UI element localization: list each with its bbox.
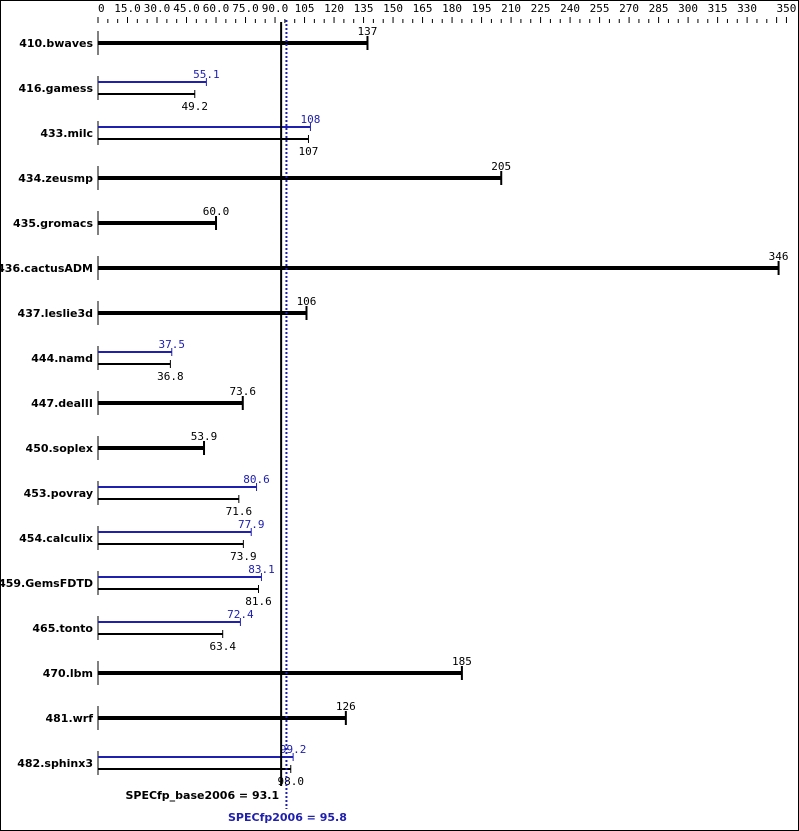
bar-base: [98, 176, 502, 180]
category-label: 410.bwaves: [19, 37, 93, 50]
bar-base: [98, 543, 244, 545]
value-label: 108: [300, 113, 320, 126]
category-label: 470.lbm: [43, 667, 93, 680]
tick-label: 75.0: [232, 2, 259, 15]
tick-label: 255: [590, 2, 610, 15]
tick-label: 240: [560, 2, 580, 15]
tick-label: 105: [295, 2, 315, 15]
value-label: 71.6: [226, 505, 253, 518]
bar-base: [98, 633, 223, 635]
category-label: 433.milc: [40, 127, 93, 140]
value-label: 80.6: [243, 473, 270, 486]
value-label: 63.4: [209, 640, 236, 653]
tick-label: 0: [98, 2, 105, 15]
value-label: 99.2: [280, 743, 307, 756]
category-label: 459.GemsFDTD: [0, 577, 93, 590]
bar-base: [98, 266, 779, 270]
bar-peak: [98, 531, 252, 533]
value-label: 346: [769, 250, 789, 263]
value-label: 137: [358, 25, 378, 38]
value-label: 83.1: [248, 563, 275, 576]
bar-base: [98, 498, 239, 500]
category-label: 435.gromacs: [13, 217, 93, 230]
bar-base: [98, 401, 243, 405]
value-label: 73.6: [230, 385, 257, 398]
bar-base: [98, 93, 195, 95]
tick-label: 90.0: [262, 2, 289, 15]
tick-label: 315: [708, 2, 728, 15]
bar-base: [98, 41, 368, 45]
bar-peak: [98, 351, 172, 353]
bar-peak: [98, 81, 207, 83]
tick-label: 195: [472, 2, 492, 15]
value-label: 106: [297, 295, 317, 308]
base-reference-label: SPECfp_base2006 = 93.1: [125, 789, 279, 802]
tick-label: 180: [442, 2, 462, 15]
value-label: 53.9: [191, 430, 218, 443]
tick-label: 330: [737, 2, 757, 15]
category-label: 454.calculix: [19, 532, 93, 545]
peak-reference-label: SPECfp2006 = 95.8: [228, 811, 347, 824]
value-label: 185: [452, 655, 472, 668]
bar-base: [98, 363, 171, 365]
value-label: 72.4: [227, 608, 254, 621]
bar-base: [98, 221, 217, 225]
category-label: 437.leslie3d: [18, 307, 93, 320]
category-label: 482.sphinx3: [17, 757, 93, 770]
value-label: 81.6: [245, 595, 272, 608]
value-label: 73.9: [230, 550, 257, 563]
value-label: 55.1: [193, 68, 220, 81]
value-label: 77.9: [238, 518, 265, 531]
value-label: 36.8: [157, 370, 184, 383]
value-label: 60.0: [203, 205, 230, 218]
bar-base: [98, 768, 291, 770]
value-label: 98.0: [278, 775, 305, 788]
tick-label: 120: [324, 2, 344, 15]
tick-label: 225: [531, 2, 551, 15]
bar-base: [98, 311, 307, 315]
category-label: 447.dealII: [31, 397, 93, 410]
category-label: 434.zeusmp: [18, 172, 93, 185]
tick-label: 350: [777, 2, 797, 15]
category-label: 465.tonto: [32, 622, 93, 635]
bar-peak: [98, 621, 241, 623]
bar-peak: [98, 126, 311, 128]
tick-label: 135: [354, 2, 374, 15]
bar-base: [98, 446, 205, 450]
bar-base: [98, 138, 309, 140]
bar-base: [98, 671, 462, 675]
tick-label: 300: [678, 2, 698, 15]
bar-peak: [98, 486, 257, 488]
tick-label: 30.0: [144, 2, 171, 15]
bar-peak: [98, 756, 294, 758]
bar-peak: [98, 576, 262, 578]
tick-label: 15.0: [114, 2, 141, 15]
tick-label: 210: [501, 2, 521, 15]
tick-label: 60.0: [203, 2, 230, 15]
category-label: 453.povray: [24, 487, 93, 500]
category-label: 416.gamess: [19, 82, 94, 95]
tick-label: 165: [413, 2, 433, 15]
value-label: 205: [491, 160, 511, 173]
value-label: 37.5: [159, 338, 186, 351]
tick-label: 285: [649, 2, 669, 15]
value-label: 126: [336, 700, 356, 713]
category-label: 436.cactusADM: [0, 262, 93, 275]
tick-label: 150: [383, 2, 403, 15]
category-label: 444.namd: [31, 352, 93, 365]
bar-base: [98, 716, 346, 720]
category-label: 481.wrf: [45, 712, 93, 725]
value-label: 107: [299, 145, 319, 158]
category-label: 450.soplex: [26, 442, 93, 455]
tick-label: 270: [619, 2, 639, 15]
bar-base: [98, 588, 259, 590]
value-label: 49.2: [182, 100, 209, 113]
tick-label: 45.0: [173, 2, 200, 15]
